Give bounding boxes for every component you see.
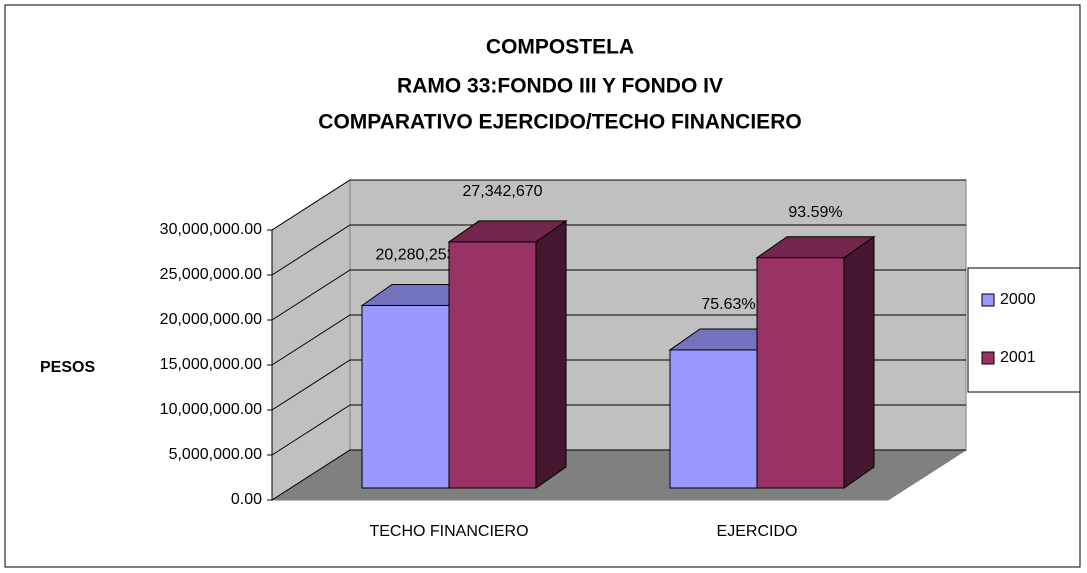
bar <box>448 241 537 489</box>
bar-side <box>535 219 567 489</box>
annotation: 75.63% <box>701 296 755 313</box>
bar-side <box>843 235 875 489</box>
bar <box>361 304 450 489</box>
legend-label: 2000 <box>1000 291 1036 308</box>
grid-line <box>271 224 966 276</box>
grid-line <box>271 179 966 231</box>
data-label: 27,342,670 <box>462 183 542 200</box>
y-tick-label: 25,000,000.00 <box>160 266 262 283</box>
y-tick-label: 0.00 <box>231 491 262 508</box>
y-tick-label: 20,000,000.00 <box>160 311 262 328</box>
y-tick-label: 15,000,000.00 <box>160 356 262 373</box>
chart-title: RAMO 33:FONDO III Y FONDO IV <box>397 75 723 98</box>
legend <box>967 267 1081 393</box>
y-axis-label: PESOS <box>40 359 95 376</box>
y-tick-label: 30,000,000.00 <box>160 221 262 238</box>
legend-swatch <box>981 293 995 307</box>
y-tick-label: 5,000,000.00 <box>169 446 263 463</box>
annotation: 93.59% <box>788 204 842 221</box>
bar <box>669 349 758 489</box>
x-tick-label: TECHO FINANCIERO <box>369 523 528 540</box>
y-tick-label: 10,000,000.00 <box>160 401 262 418</box>
bar <box>756 257 845 489</box>
data-label: 20,280,253 <box>375 247 455 264</box>
legend-label: 2001 <box>1000 349 1036 366</box>
chart-title: COMPARATIVO EJERCIDO/TECHO FINANCIERO <box>318 111 801 134</box>
x-tick-label: EJERCIDO <box>717 523 798 540</box>
legend-swatch <box>981 351 995 365</box>
chart-title: COMPOSTELA <box>486 36 634 59</box>
